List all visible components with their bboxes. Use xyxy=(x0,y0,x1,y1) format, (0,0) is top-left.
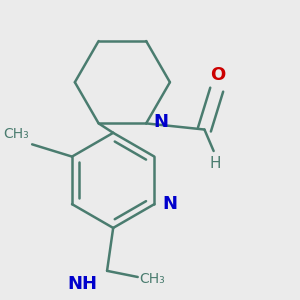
Text: O: O xyxy=(211,65,226,83)
Text: CH₃: CH₃ xyxy=(139,272,165,286)
Text: H: H xyxy=(209,156,221,171)
Text: NH: NH xyxy=(68,275,98,293)
Text: N: N xyxy=(162,195,177,213)
Text: N: N xyxy=(154,113,169,131)
Text: CH₃: CH₃ xyxy=(3,127,29,141)
